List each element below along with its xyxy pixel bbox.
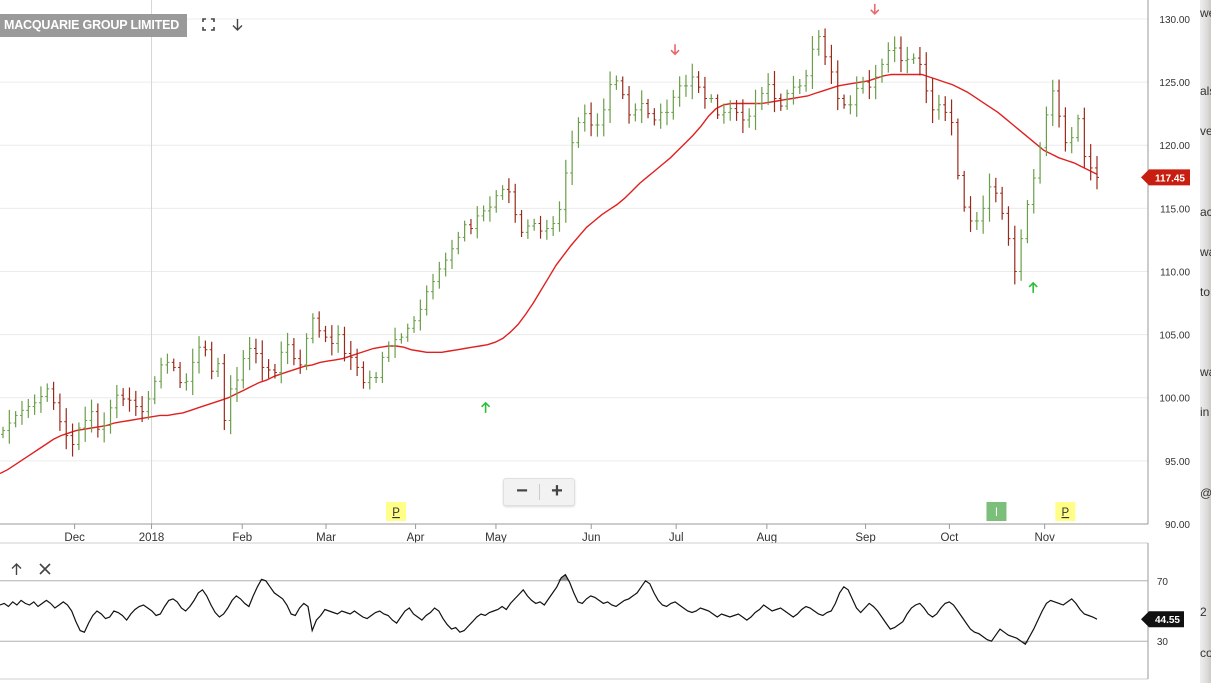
axes: 90.00 95.00 100.00 105.00 110.00 115.00 120.00… bbox=[0, 0, 1190, 544]
zoom-control: − + bbox=[503, 478, 575, 506]
oscillator-line bbox=[0, 573, 1098, 646]
y-tick-label: 100.00 bbox=[1159, 394, 1190, 405]
moving-average bbox=[0, 73, 1098, 475]
y-tick-label: 95.00 bbox=[1165, 457, 1190, 468]
event-marker-label: P bbox=[1062, 507, 1070, 519]
edge-text: wa bbox=[1200, 365, 1211, 379]
event-marker bbox=[1055, 502, 1076, 521]
oscillator-tick-label: 70 bbox=[1157, 577, 1169, 588]
edge-text: to bbox=[1200, 285, 1211, 299]
grid bbox=[0, 0, 1148, 529]
y-tick-label: 110.00 bbox=[1160, 267, 1190, 278]
y-tick-label: 130.00 bbox=[1159, 15, 1190, 26]
price-bars bbox=[1, 28, 1099, 457]
last-price-tag bbox=[1141, 169, 1190, 186]
oscillator-tick-label: 30 bbox=[1157, 637, 1169, 648]
x-tick-label: Aug bbox=[757, 532, 777, 544]
edge-text: 2 bbox=[1200, 605, 1207, 619]
zoom-out-button[interactable]: − bbox=[516, 480, 528, 502]
x-tick-label: Mar bbox=[316, 532, 336, 544]
event-marker-label: I bbox=[995, 507, 998, 519]
edge-text: ve bbox=[1200, 124, 1211, 138]
y-tick-label: 105.00 bbox=[1159, 331, 1190, 342]
x-tick-label: Jun bbox=[582, 532, 601, 544]
y-tick-label: 120.00 bbox=[1159, 141, 1190, 152]
x-tick-label: Jul bbox=[669, 532, 684, 544]
x-tick-label: Nov bbox=[1034, 532, 1055, 544]
close-icon[interactable] bbox=[39, 563, 51, 577]
edge-text: ac bbox=[1200, 205, 1211, 219]
event-marker-label: P bbox=[392, 507, 400, 519]
last-value-tag bbox=[1141, 611, 1184, 628]
edge-text: co bbox=[1200, 646, 1211, 660]
edge-text: in bbox=[1200, 405, 1210, 419]
y-tick-label: 90.00 bbox=[1165, 520, 1190, 531]
arrow-up-icon[interactable] bbox=[10, 562, 23, 578]
zoom-in-button[interactable]: + bbox=[551, 480, 563, 502]
x-tick-label: Apr bbox=[407, 532, 425, 544]
edge-text: wa bbox=[1200, 245, 1211, 259]
last-value-label: 44.55 bbox=[1155, 615, 1180, 626]
arrow-down-icon[interactable] bbox=[231, 18, 244, 34]
moving-average-line bbox=[0, 73, 1098, 475]
y-tick-label: 115.00 bbox=[1160, 204, 1190, 215]
expand-icon[interactable] bbox=[202, 18, 215, 33]
last-price-label: 117.45 bbox=[1155, 173, 1185, 184]
x-tick-label: Oct bbox=[940, 532, 959, 544]
plot-background bbox=[0, 0, 1148, 524]
adjacent-window-edge: we als ve ac wa to wa in @i 2 co bbox=[1200, 0, 1211, 683]
x-tick-label: 2018 bbox=[139, 532, 165, 544]
sell-signal-arrow bbox=[870, 3, 880, 15]
x-tick-label: Sep bbox=[855, 532, 875, 544]
buy-signal-arrow bbox=[481, 401, 491, 413]
sell-signal-arrow bbox=[670, 44, 680, 56]
zoom-divider bbox=[539, 484, 540, 500]
event-marker bbox=[986, 502, 1007, 521]
x-tick-label: Feb bbox=[232, 532, 252, 544]
buy-signal-arrow bbox=[1028, 281, 1038, 293]
y-tick-label: 125.00 bbox=[1159, 78, 1190, 89]
edge-text: we bbox=[1200, 6, 1211, 20]
x-tick-label: May bbox=[485, 532, 507, 544]
x-tick-label: Dec bbox=[64, 532, 85, 544]
edge-text: @i bbox=[1200, 486, 1211, 500]
chart-title: MACQUARIE GROUP LIMITED bbox=[0, 14, 188, 37]
event-marker bbox=[386, 502, 407, 521]
oscillator-panel: 70 30 44.55 bbox=[0, 542, 1184, 680]
edge-text: als bbox=[1200, 84, 1211, 98]
